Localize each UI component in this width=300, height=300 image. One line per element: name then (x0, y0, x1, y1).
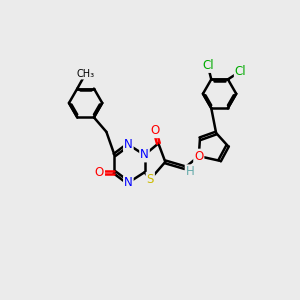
Text: N: N (124, 138, 133, 151)
Text: O: O (194, 150, 203, 163)
Text: N: N (124, 176, 133, 189)
Text: CH₃: CH₃ (76, 69, 95, 79)
Text: N: N (140, 148, 149, 161)
Text: S: S (147, 173, 154, 186)
Text: Cl: Cl (235, 65, 246, 78)
Text: Cl: Cl (202, 59, 214, 72)
Text: O: O (95, 166, 104, 179)
Text: O: O (150, 124, 160, 137)
Text: H: H (186, 165, 194, 178)
